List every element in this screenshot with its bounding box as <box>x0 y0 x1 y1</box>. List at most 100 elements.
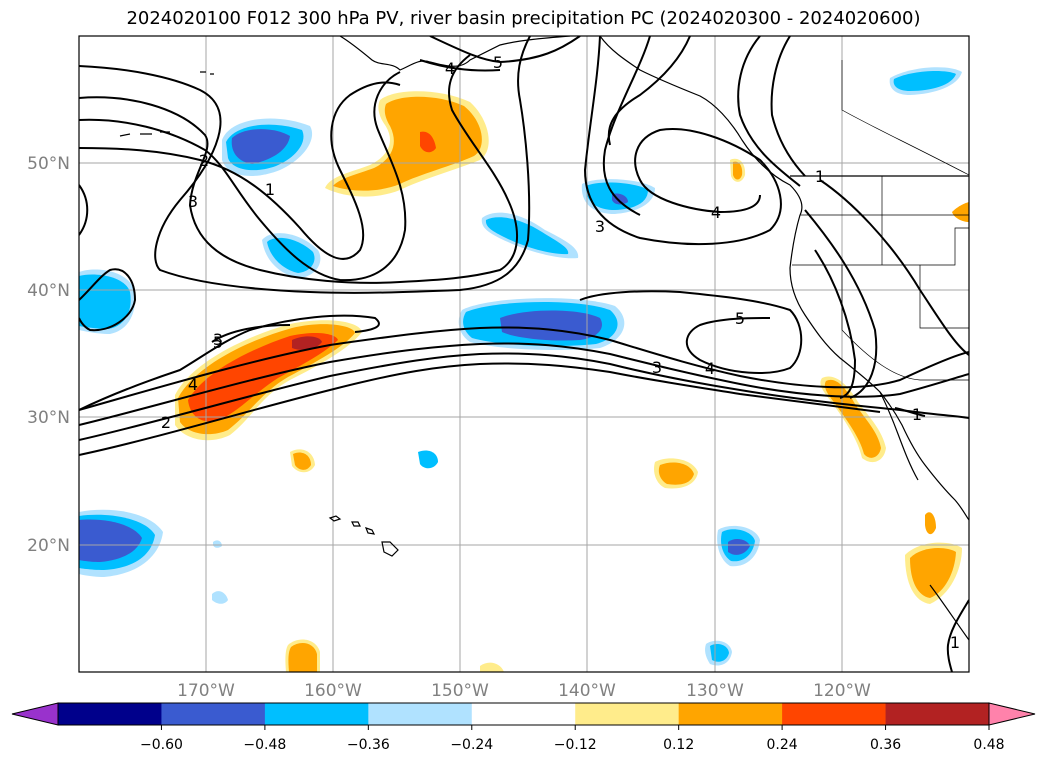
contour-line <box>79 268 137 332</box>
contour-line <box>79 362 881 456</box>
coastline-baja <box>879 391 919 481</box>
colorbar-bin <box>885 703 990 725</box>
state-line <box>792 227 969 266</box>
lat-label-50n: 50°N <box>27 154 70 174</box>
colorbar: −0.60 −0.48 −0.36 −0.24 −0.12 0.12 0.24 0.36 0.4… <box>11 702 1036 753</box>
shade-blob <box>952 202 969 222</box>
colorbar-bin <box>471 703 576 725</box>
contour-line <box>894 407 926 417</box>
contour-line <box>429 36 581 64</box>
shade-blob <box>267 237 315 273</box>
contour-line <box>804 209 878 399</box>
graticule <box>79 36 969 672</box>
contour-line <box>211 324 291 343</box>
contour-line <box>602 36 651 216</box>
lat-label-30n: 30°N <box>27 408 70 428</box>
contour-line <box>814 249 857 399</box>
shade-blob <box>824 379 881 458</box>
contour-line <box>607 36 691 146</box>
colorbar-tick-label: 0.36 <box>870 737 901 753</box>
contour-line <box>579 290 803 374</box>
lat-label-40n: 40°N <box>27 281 70 301</box>
shade-blob <box>213 540 222 548</box>
colorbar-ticks: −0.60 −0.48 −0.36 −0.24 −0.12 0.12 0.24 0.36 0.4… <box>140 725 1005 753</box>
contour-label: 4 <box>445 59 455 78</box>
shade-blob <box>728 539 750 555</box>
shade-blob <box>420 131 436 153</box>
map-title: 2024020100 F012 300 hPa PV, river basin … <box>126 8 921 29</box>
colorbar-right-extension <box>988 702 1036 726</box>
colorbar-bins <box>58 703 990 725</box>
colorbar-bin <box>368 703 473 725</box>
contour-line <box>737 36 801 187</box>
contour-label: 1 <box>950 633 960 652</box>
contour-line <box>946 599 969 672</box>
coastline-mexico-south <box>929 584 969 641</box>
colorbar-bin <box>58 703 162 725</box>
colorbar-tick-label: 0.48 <box>973 737 1004 753</box>
contour-line <box>79 326 969 411</box>
contour-line <box>79 81 401 260</box>
colorbar-tick-label: −0.36 <box>347 737 390 753</box>
shade-blob <box>485 217 569 255</box>
shade-blob <box>925 512 936 535</box>
colorbar-bin <box>678 703 783 725</box>
contour-label: 3 <box>652 358 662 377</box>
contour-label: 2 <box>161 413 171 432</box>
colorbar-tick-label: 0.24 <box>767 737 798 753</box>
colorbar-bin <box>161 703 266 725</box>
shade-blob <box>231 129 290 164</box>
lon-label-170w: 170°W <box>177 681 235 701</box>
shade-blob <box>292 336 322 350</box>
shade-blob <box>733 161 743 180</box>
pv-contours <box>79 36 969 672</box>
lon-label-130w: 130°W <box>686 681 744 701</box>
contour-line <box>79 71 407 282</box>
contour-label: 2 <box>199 151 209 170</box>
contour-label: 1 <box>815 167 825 186</box>
contour-line <box>79 184 89 236</box>
longitude-labels: 170°W 160°W 150°W 140°W 130°W 120°W <box>177 681 871 701</box>
colorbar-left-extension <box>11 702 59 726</box>
contour-label: 5 <box>213 333 223 352</box>
shade-blob <box>79 519 142 562</box>
contour-label: 3 <box>188 192 198 211</box>
contour-line <box>79 342 969 426</box>
lon-label-120w: 120°W <box>813 681 871 701</box>
contour-line <box>79 54 518 284</box>
hawaii-island <box>381 541 399 557</box>
colorbar-tick-label: −0.12 <box>554 737 597 753</box>
latitude-labels: 50°N 40°N 30°N 20°N <box>27 154 70 556</box>
precip-shading <box>79 67 969 672</box>
contour-line <box>770 36 806 177</box>
shade-blob <box>293 452 311 470</box>
contour-label: 3 <box>595 217 605 236</box>
shade-blob <box>333 96 482 191</box>
hawaii-island <box>364 527 376 535</box>
contour-line <box>79 36 531 294</box>
contour-label: 4 <box>705 359 715 378</box>
colorbar-tick-label: −0.24 <box>450 737 493 753</box>
contour-line <box>419 59 501 72</box>
contour-label: 5 <box>735 309 745 328</box>
colorbar-tick-label: 0.12 <box>663 737 694 753</box>
lon-label-140w: 140°W <box>558 681 616 701</box>
colorbar-bin <box>782 703 887 725</box>
colorbar-tick-label: −0.48 <box>243 737 286 753</box>
province-line <box>841 60 969 176</box>
state-line <box>841 265 969 381</box>
lat-label-20n: 20°N <box>27 536 70 556</box>
contour-line <box>819 179 969 356</box>
hawaii-island <box>328 515 342 522</box>
shade-blob <box>212 591 228 604</box>
colorbar-bin <box>264 703 369 725</box>
hawaii-island <box>351 521 361 527</box>
contour-line <box>79 314 380 411</box>
map-content: 1 2 3 4 5 5 4 3 4 3 5 2 4 3 1 1 1 <box>79 36 969 672</box>
colorbar-tick-label: −0.60 <box>140 737 183 753</box>
lon-label-160w: 160°W <box>304 681 362 701</box>
contour-line <box>79 352 969 441</box>
lon-label-150w: 150°W <box>431 681 489 701</box>
shade-blob <box>288 642 317 672</box>
